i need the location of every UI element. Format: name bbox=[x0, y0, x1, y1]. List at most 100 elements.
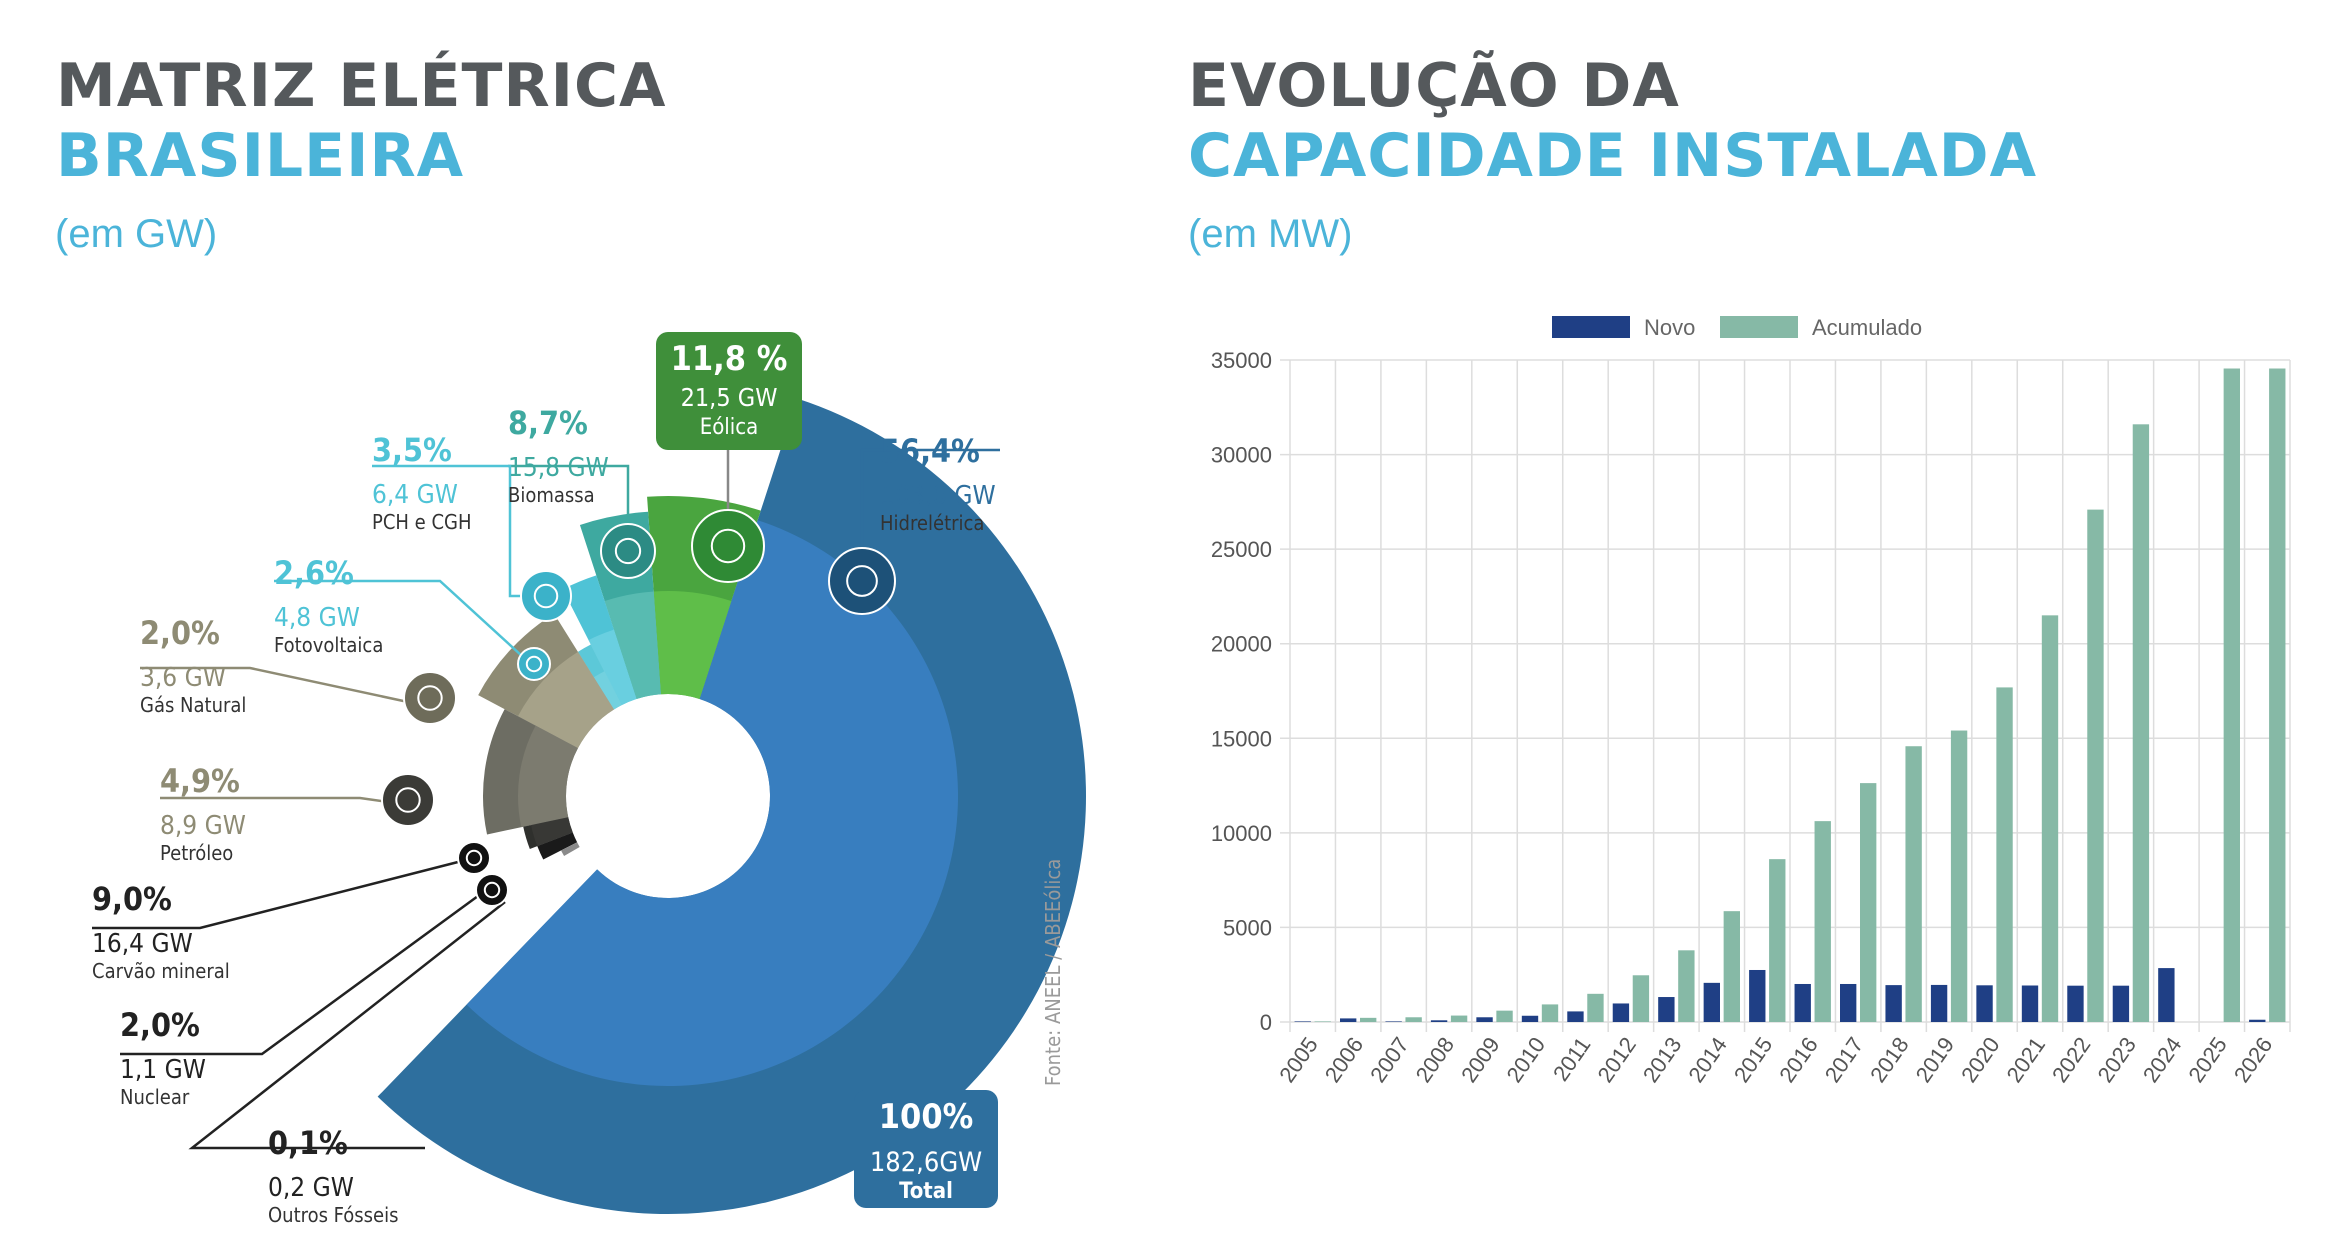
label-name-gas-natural: Gás Natural bbox=[140, 693, 246, 717]
x-tick-label: 2006 bbox=[1320, 1033, 1369, 1087]
label-name-pch-e-cgh: PCH e CGH bbox=[372, 510, 472, 534]
leaf-icon bbox=[600, 523, 656, 579]
bar-acumulado-2005 bbox=[1314, 1021, 1331, 1022]
label-gw-eolica: 21,5 GW bbox=[681, 383, 778, 412]
x-tick-label: 2009 bbox=[1456, 1033, 1505, 1087]
bar-novo-2019 bbox=[1930, 984, 1948, 1022]
slice-inner-pch-e-cgh bbox=[588, 629, 637, 706]
label-name-biomassa: Biomassa bbox=[508, 483, 595, 507]
bar-novo-2024 bbox=[2158, 968, 2175, 1022]
label-gw-outros-fosseis: 0,2 GW bbox=[268, 1173, 354, 1203]
bar-acumulado-2009 bbox=[1496, 1010, 1513, 1022]
label-gw-carvao-mineral: 16,4 GW bbox=[92, 929, 193, 959]
label-name-petroleo: Petróleo bbox=[160, 841, 233, 865]
x-tick-label: 2007 bbox=[1365, 1033, 1414, 1087]
leader-line-biomassa bbox=[508, 464, 630, 528]
water-wheel-icon bbox=[828, 547, 896, 615]
label-name-carvao-mineral: Carvão mineral bbox=[92, 959, 230, 983]
bar-acumulado-2017 bbox=[1860, 783, 1877, 1022]
x-tick-label: 2023 bbox=[2092, 1033, 2141, 1087]
y-tick-label: 10000 bbox=[1211, 821, 1272, 846]
bar-novo-2015 bbox=[1749, 969, 1766, 1022]
bar-novo-2017 bbox=[1840, 983, 1857, 1022]
leader-line-fotovoltaica bbox=[274, 579, 523, 657]
bar-acumulado-2023 bbox=[2132, 424, 2150, 1022]
label-gw-biomassa: 15,8 GW bbox=[508, 453, 609, 483]
coal-cart-icon bbox=[457, 841, 491, 875]
leader-line-outros-fosseis bbox=[188, 901, 506, 1150]
bar-novo-2013 bbox=[1658, 997, 1675, 1022]
total-pct: 100% bbox=[879, 1097, 974, 1137]
leader-line-gas-natural bbox=[140, 666, 409, 704]
leader-line-nuclear bbox=[120, 894, 479, 1056]
slice-outros-fosseis bbox=[561, 842, 580, 856]
bar-novo-2006 bbox=[1340, 1018, 1357, 1022]
label-pct-pch-e-cgh: 3,5% bbox=[372, 431, 452, 469]
leader-line-hidreletrica bbox=[860, 448, 1000, 546]
bar-acumulado-2006 bbox=[1360, 1017, 1377, 1022]
x-tick-label: 2005 bbox=[1274, 1033, 1323, 1087]
label-pct-carvao-mineral: 9,0% bbox=[92, 880, 172, 918]
bar-novo-2021 bbox=[2021, 985, 2039, 1022]
y-tick-label: 0 bbox=[1260, 1010, 1272, 1035]
bar-acumulado-2015 bbox=[1769, 859, 1786, 1022]
leader-line-carvao-mineral bbox=[92, 860, 459, 930]
y-tick-label: 30000 bbox=[1211, 443, 1272, 468]
bar-acumulado-2007 bbox=[1405, 1017, 1422, 1022]
bar-acumulado-2019 bbox=[1950, 730, 1968, 1022]
bar-acumulado-2014 bbox=[1723, 911, 1740, 1022]
y-tick-label: 35000 bbox=[1211, 348, 1272, 373]
x-tick-label: 2008 bbox=[1411, 1033, 1460, 1087]
total-value: 182,6GW bbox=[870, 1147, 982, 1178]
bar-novo-2005 bbox=[1294, 1021, 1311, 1022]
right-unit-label: (em MW) bbox=[1188, 212, 1353, 256]
x-tick-label: 2015 bbox=[1729, 1033, 1778, 1087]
bar-acumulado-2013 bbox=[1678, 950, 1695, 1022]
bar-acumulado-2016 bbox=[1814, 821, 1831, 1022]
label-name-hidreletrica: Hidrelétrica bbox=[880, 511, 984, 535]
bar-acumulado-2025 bbox=[2223, 368, 2240, 1022]
legend-swatch-novo bbox=[1552, 316, 1630, 338]
source-note: Fonte: ANEEL / ABEEólica bbox=[1041, 859, 1065, 1086]
label-gw-gas-natural: 3,6 GW bbox=[140, 663, 226, 693]
label-pct-gas-natural: 2,0% bbox=[140, 614, 220, 652]
x-tick-label: 2017 bbox=[1820, 1033, 1869, 1087]
slice-inner-eolica bbox=[653, 591, 732, 699]
slice-inner-gas-natural bbox=[517, 651, 614, 749]
label-pct-nuclear: 2,0% bbox=[120, 1006, 200, 1044]
slice-inner-biomassa bbox=[604, 591, 661, 699]
slice-nuclear bbox=[537, 832, 578, 860]
solar-panel-icon bbox=[517, 647, 551, 681]
bar-novo-2008 bbox=[1430, 1020, 1448, 1022]
x-tick-label: 2025 bbox=[2183, 1033, 2232, 1087]
bar-acumulado-2012 bbox=[1632, 975, 1650, 1022]
bar-novo-2020 bbox=[1976, 985, 1993, 1022]
x-tick-label: 2021 bbox=[2002, 1033, 2051, 1087]
bar-novo-2012 bbox=[1612, 1003, 1630, 1022]
label-pct-fotovoltaica: 2,6% bbox=[274, 554, 354, 592]
right-title-line1: EVOLUÇÃO DA bbox=[1188, 51, 1680, 121]
x-tick-label: 2019 bbox=[1911, 1033, 1960, 1087]
bar-novo-2011 bbox=[1567, 1011, 1584, 1022]
x-tick-label: 2024 bbox=[2138, 1033, 2187, 1087]
bar-novo-2016 bbox=[1794, 983, 1811, 1022]
bar-novo-2014 bbox=[1703, 982, 1720, 1022]
x-tick-label: 2026 bbox=[2229, 1033, 2278, 1087]
y-tick-label: 25000 bbox=[1211, 537, 1272, 562]
y-tick-label: 15000 bbox=[1211, 726, 1272, 751]
x-tick-label: 2010 bbox=[1502, 1033, 1551, 1087]
x-tick-label: 2014 bbox=[1683, 1033, 1732, 1087]
bar-novo-2026 bbox=[2249, 1019, 2266, 1022]
nuclear-icon bbox=[475, 873, 509, 907]
bar-novo-2007 bbox=[1385, 1021, 1402, 1022]
label-gw-hidreletrica: 103,0 GW bbox=[880, 481, 996, 511]
x-tick-label: 2012 bbox=[1592, 1033, 1641, 1087]
x-tick-label: 2013 bbox=[1638, 1033, 1687, 1087]
slice-inner-carvao-mineral bbox=[531, 817, 573, 847]
label-name-outros-fosseis: Outros Fósseis bbox=[268, 1203, 399, 1227]
label-pct-eolica: 11,8 % bbox=[671, 339, 788, 379]
eolica-callout-box: 11,8 % 21,5 GW Eólica bbox=[656, 332, 802, 450]
label-name-nuclear: Nuclear bbox=[120, 1085, 190, 1109]
